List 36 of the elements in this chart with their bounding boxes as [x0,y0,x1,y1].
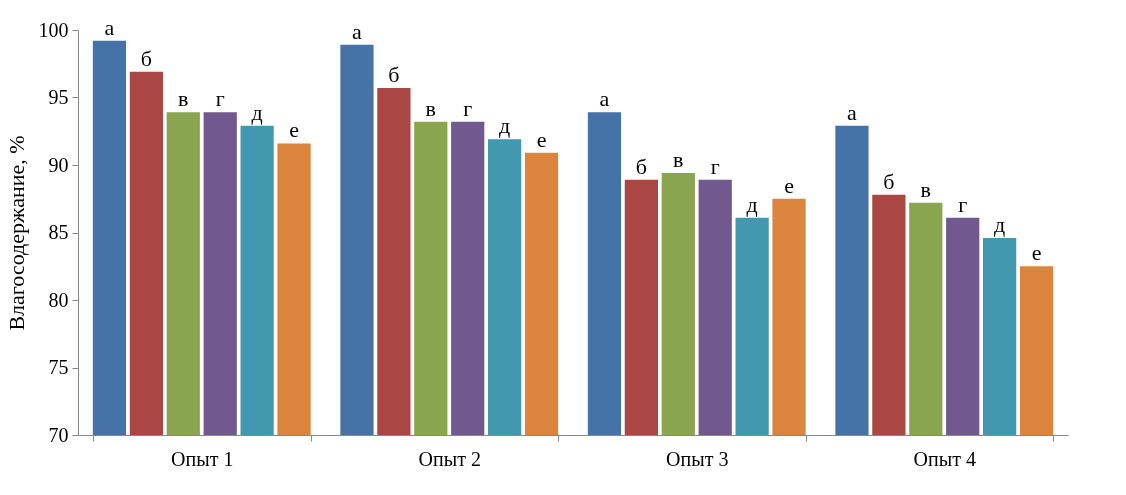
text: г [710,153,720,179]
y-tick-label: 80 [48,288,69,311]
text: д [499,113,511,139]
text: в [673,147,684,173]
x-tick-label: Опыт 3 [666,447,729,470]
y-axis-title: Влагосодержание, % [3,135,29,331]
text: а [847,99,857,125]
text: д [746,191,758,217]
series-label: д [251,99,263,125]
text: е [536,126,547,152]
series-label: е [289,117,299,143]
y-tick-label: 75 [48,356,69,378]
series-label: в [178,86,189,112]
y-tick-label: 90 [48,153,69,176]
x-tick-label: Опыт 1 [171,447,234,470]
text: в [920,176,931,202]
series-label: а [104,14,115,40]
text: а [599,86,610,112]
y-tick-label: 95 [48,86,69,108]
series-label: б [140,45,152,71]
text: б [883,168,895,194]
text: г [463,95,473,121]
y-tick-label: 100 [38,18,69,41]
text: а [352,18,362,44]
text: в [425,95,436,121]
series-label: г [215,86,225,112]
y-tick-label: 70 [48,423,69,446]
text: б [388,62,400,88]
x-tick-label: Опыт 2 [418,447,481,470]
text: е [1031,240,1042,266]
x-tick-label: Опыт 4 [913,447,976,470]
text: е [784,172,794,198]
text: б [635,153,647,179]
text: г [958,191,968,217]
text: д [994,211,1006,237]
y-tick-label: 85 [48,221,69,243]
